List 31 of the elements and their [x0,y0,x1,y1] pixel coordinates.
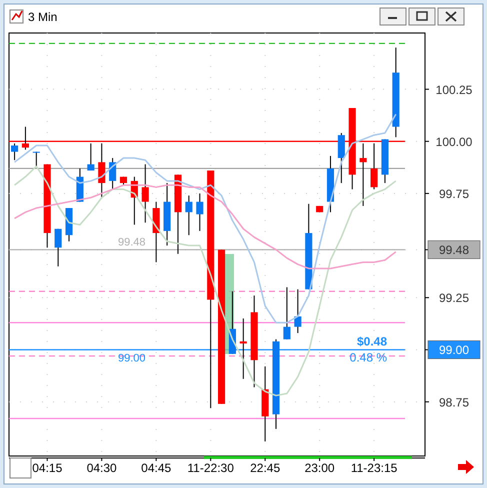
y-tick-label: 98.75 [438,395,470,410]
x-tick-label: 11-22:30 [187,461,234,475]
annotation: $0.48 [356,334,388,349]
y-tick-label: 99.75 [438,186,470,201]
annotation: 0.48 % [350,350,388,365]
candlestick [54,228,62,267]
candlestick [338,132,345,184]
candlestick [109,158,116,190]
y-tick-label: 100.00 [436,134,473,149]
x-tick-label: 11-23:15 [350,461,398,475]
x-tick-label: 04:45 [141,461,172,475]
y-tick-label: 99.25 [438,291,470,306]
candlestick [283,286,290,340]
y-tick-label: 100.25 [436,82,473,97]
candlestick [87,142,94,172]
x-tick-label: 23:00 [304,461,335,475]
candlestick [185,195,192,236]
candlestick [142,164,149,224]
ref-line-label: 99.48 [118,236,146,249]
x-tick-label: 04:30 [86,461,118,475]
candlestick [11,142,18,161]
x-tick-label: 22:45 [250,461,280,475]
y-tick-label: 99.48 [438,243,470,258]
candlestick [240,318,247,380]
ref-line-label: 99.00 [118,352,146,365]
candlestick [294,288,302,334]
y-tick-label: 99.00 [438,343,470,358]
chart-title: 3 Min [28,10,58,24]
candlestick [32,151,40,167]
candlestick [196,192,204,232]
x-tick-label: 04:15 [32,461,63,475]
